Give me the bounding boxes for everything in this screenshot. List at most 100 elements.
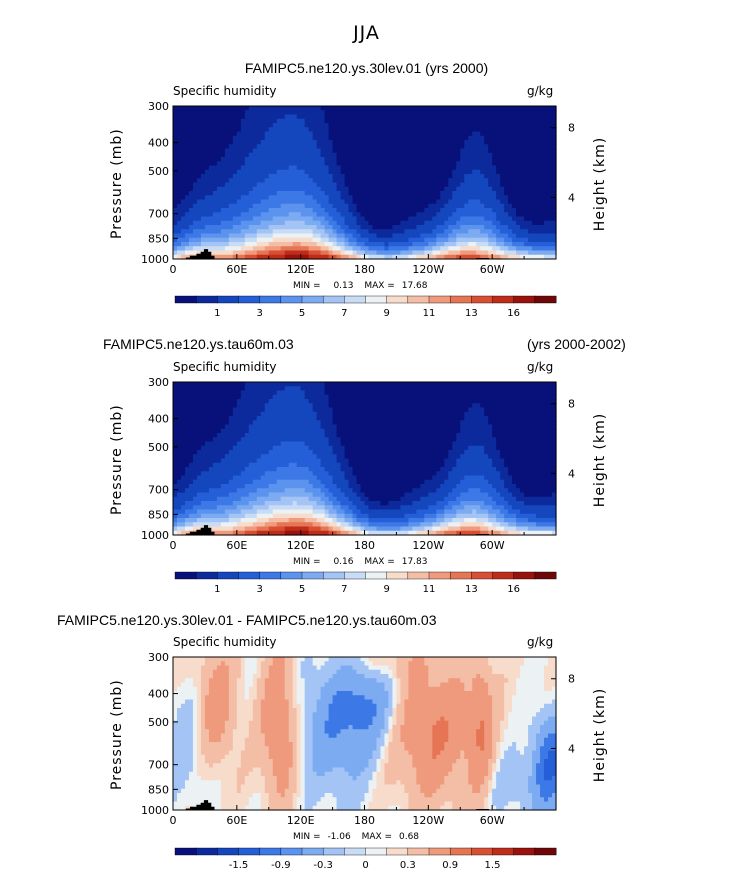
panel2-field-cell (320, 403, 326, 409)
panel1-field-cell (548, 135, 553, 141)
panel1-field-cell (224, 250, 230, 256)
panel2-field-cell (424, 441, 429, 447)
panel1-field-cell (488, 169, 493, 175)
panel1-field-cell (512, 110, 517, 116)
panel1-field-cell (200, 212, 206, 218)
panel2-field-cell (232, 424, 238, 430)
panel1-field-cell (504, 242, 509, 247)
panel1-field-cell (400, 203, 405, 209)
panel1-field-cell (404, 195, 409, 201)
panel1-field-cell (232, 242, 238, 247)
panel1-field-cell (408, 220, 413, 226)
panel1-field-cell (336, 178, 342, 184)
panel2-field-cell (240, 407, 246, 413)
panel1-field-cell (532, 237, 537, 243)
panel1-field-cell (173, 242, 178, 247)
panel1-field-cell (412, 161, 417, 167)
panel1-field-cell (364, 114, 370, 120)
panel2-field-cell (204, 441, 210, 447)
panel2-field-cell (412, 394, 417, 400)
panel2-field-cell (440, 386, 445, 392)
panel1-field-cell (472, 152, 477, 158)
panel1-field-cell (500, 140, 505, 145)
panel1-field-cell (428, 148, 433, 154)
panel1-field-cell (448, 118, 453, 124)
panel2-field-cell (388, 445, 394, 451)
panel1-field-cell (540, 140, 545, 145)
panel1-field-cell (540, 254, 545, 260)
panel1-field-cell (516, 178, 521, 184)
panel1-field-cell (248, 186, 254, 192)
panel1-field-cell (288, 233, 294, 239)
panel2-field-cell (428, 407, 433, 413)
panel2-field-cell (284, 416, 290, 421)
panel1-field-cell (348, 148, 354, 154)
panel1-field-cell (344, 110, 350, 116)
panel1-field-cell (324, 220, 330, 226)
panel2-field-cell (336, 390, 342, 396)
panel1-field-cell (272, 157, 278, 162)
panel1-field-cell (248, 114, 254, 120)
panel1-field-cell (304, 118, 310, 124)
panel1-field-cell (404, 165, 409, 171)
panel1-field-cell (244, 110, 250, 116)
panel2-field-cell (304, 428, 310, 434)
panel1-field-cell (272, 182, 278, 188)
panel1-field-cell (548, 169, 553, 175)
panel2-field-cell (252, 403, 258, 409)
panel1-field-cell (228, 169, 234, 175)
panel1-field-cell (332, 203, 338, 209)
panel2-field-cell (464, 390, 469, 396)
panel1-field-cell (364, 182, 370, 188)
panel2-field-cell (336, 416, 342, 421)
panel1-field-cell (216, 148, 222, 154)
panel1-field-cell (284, 233, 290, 239)
panel1-field-cell (220, 212, 226, 218)
panel1-field-cell (428, 199, 433, 205)
panel1-field-cell (184, 208, 190, 213)
panel1-field-cell (268, 110, 274, 116)
panel1-field-cell (424, 199, 429, 205)
panel1-field-cell (180, 246, 186, 252)
panel1-field-cell (256, 144, 262, 150)
panel2-field-cell (540, 420, 545, 426)
panel1-field-cell (328, 152, 334, 158)
panel2-field-cell (352, 441, 358, 447)
panel1-field-cell (396, 118, 402, 124)
panel1-field-cell (524, 225, 529, 230)
panel1-field-cell (200, 178, 206, 184)
panel1-field-cell (376, 199, 382, 205)
panel2-field-cell (332, 445, 338, 451)
panel1-field-cell (304, 110, 310, 116)
panel1-field-cell (412, 203, 417, 209)
panel2-field-cell (260, 433, 266, 438)
panel2-field-cell (304, 382, 310, 387)
panel2-field-cell (452, 445, 457, 451)
panel1-field-cell (476, 199, 481, 205)
panel1-field-cell (552, 199, 557, 205)
panel1-field-cell (192, 208, 198, 213)
panel1-field-cell (176, 195, 182, 201)
panel1-field-cell (392, 127, 398, 133)
panel1-field-cell (272, 195, 278, 201)
panel2-field-cell (388, 399, 394, 404)
panel1-field-cell (460, 106, 465, 111)
panel1-field-cell (400, 233, 405, 239)
panel1-field-cell (472, 161, 477, 167)
panel1-field-cell (504, 157, 509, 162)
panel1-field-cell (544, 220, 549, 226)
panel2-field-cell (204, 428, 210, 434)
panel2-field-cell (484, 433, 489, 438)
panel1-field-cell (376, 242, 382, 247)
panel2-field-cell (388, 403, 394, 409)
panel1-field-cell (400, 131, 405, 137)
panel1-field-cell (312, 165, 318, 171)
panel1-field-cell (536, 233, 541, 239)
panel2-field-cell (460, 433, 465, 438)
panel1-field-cell (184, 148, 190, 154)
panel2-field-cell (196, 382, 202, 387)
panel1-field-cell (360, 225, 366, 230)
panel2-field-cell (240, 399, 246, 404)
panel1-field-cell (260, 127, 266, 133)
panel1-field-cell (456, 225, 461, 230)
